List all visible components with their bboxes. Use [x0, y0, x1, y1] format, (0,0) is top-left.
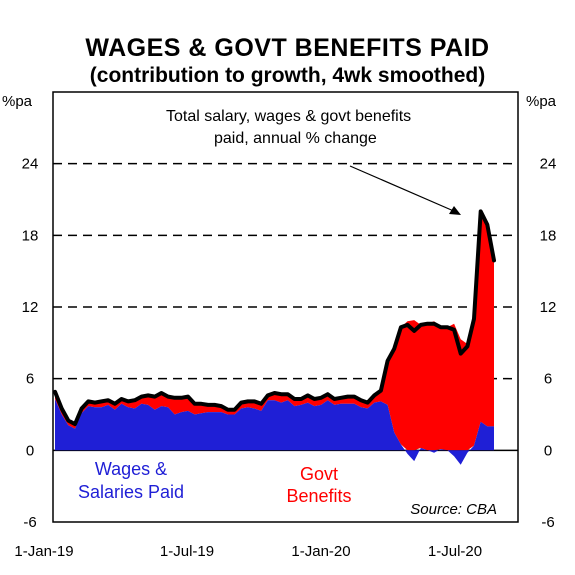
series-area-govt-benefits — [55, 211, 494, 451]
y-axis-unit-right: %pa — [526, 93, 557, 110]
annotation-line-2: paid, annual % change — [214, 130, 377, 147]
stacked-areas — [55, 211, 494, 465]
y-tick-label-right: 24 — [540, 156, 557, 173]
plot-frame — [52, 91, 519, 523]
y-tick-label-right: 0 — [544, 442, 552, 459]
x-tick-label: 1-Jan-20 — [291, 543, 350, 560]
series-area-wages-salaries — [55, 399, 494, 465]
annotation-line-1: Total salary, wages & govt benefits — [166, 108, 411, 125]
y-axis-unit-left: %pa — [2, 93, 33, 110]
y-tick-label-left: 24 — [22, 156, 39, 173]
series-line-total — [53, 209, 496, 427]
chart-title: WAGES & GOVT BENEFITS PAID — [85, 34, 490, 62]
y-tick-label-left: -6 — [23, 514, 36, 531]
x-tick-label: 1-Jul-19 — [160, 543, 214, 560]
axis-ticks: -6 -6 0 0 6 6 12 12 18 18 24 24 1-Jan-19 1-Jul-19 1-Ja… — [14, 156, 556, 560]
y-tick-label-left: 0 — [26, 442, 34, 459]
y-tick-label-left: 12 — [22, 299, 39, 316]
y-tick-label-right: 18 — [540, 227, 557, 244]
y-tick-label-left: 18 — [22, 227, 39, 244]
annotation-arrow-head — [449, 206, 461, 215]
y-tick-label-right: 12 — [540, 299, 557, 316]
y-tick-label-right: -6 — [541, 514, 554, 531]
gridlines — [53, 162, 518, 452]
chart-subtitle: (contribution to growth, 4wk smoothed) — [89, 64, 486, 87]
total-line-layer — [53, 209, 496, 427]
wages-series-label-line-2: Salaries Paid — [78, 482, 184, 502]
x-tick-label: 1-Jan-19 — [14, 543, 73, 560]
source-note: Source: CBA — [410, 501, 497, 518]
y-tick-label-right: 6 — [544, 371, 552, 388]
x-tick-label: 1-Jul-20 — [428, 543, 482, 560]
y-tick-label-left: 6 — [26, 371, 34, 388]
wages-series-label-line-1: Wages & — [95, 459, 167, 479]
annotation-arrow-line — [349, 165, 457, 213]
benefits-series-label-line-2: Benefits — [286, 486, 351, 506]
benefits-series-label-line-1: Govt — [300, 464, 338, 484]
